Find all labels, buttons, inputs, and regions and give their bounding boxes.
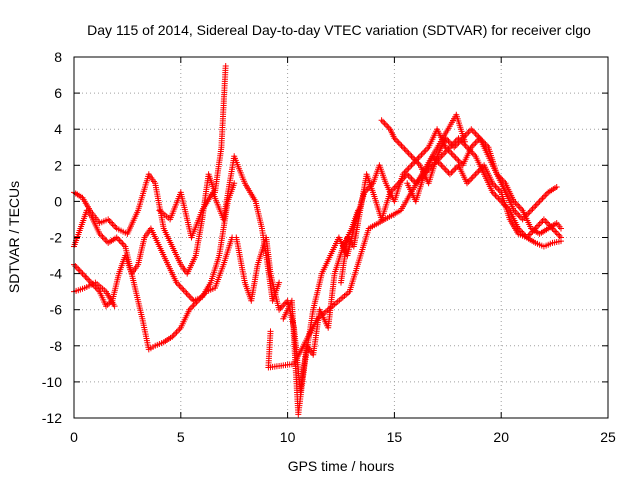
data-point-markers	[265, 111, 468, 371]
x-tick-label: 15	[387, 429, 403, 445]
y-tick-label: 6	[54, 85, 62, 101]
series-track-d	[71, 279, 118, 310]
y-tick-label: 0	[54, 193, 62, 209]
data-layer	[71, 63, 564, 418]
x-tick-label: 0	[70, 429, 78, 445]
data-point-markers	[71, 279, 118, 310]
grid-layer	[74, 57, 608, 418]
data-point-markers	[71, 63, 229, 277]
x-tick-label: 10	[280, 429, 296, 445]
y-tick-label: 8	[54, 49, 62, 65]
x-tick-label: 20	[493, 429, 509, 445]
y-axis-label: SDTVAR / TECUs	[6, 181, 22, 293]
y-tick-label: -10	[42, 374, 62, 390]
y-tick-label: -4	[50, 266, 63, 282]
y-tick-label: -2	[50, 230, 63, 246]
series-track-g	[280, 126, 560, 418]
tick-layer: 0 5 10 15 20 25 -12 -10 -8 -6 -4 -2 0 2 4 6 8	[42, 49, 616, 445]
y-tick-label: 2	[54, 157, 62, 173]
y-tick-label: -6	[50, 302, 63, 318]
y-tick-label: -8	[50, 338, 63, 354]
x-tick-label: 25	[600, 429, 616, 445]
y-tick-label: 4	[54, 121, 62, 137]
x-tick-label: 5	[177, 429, 185, 445]
series-track-e	[156, 153, 283, 304]
series-track-a	[71, 63, 229, 277]
chart-title: Day 115 of 2014, Sidereal Day-to-day VTE…	[87, 22, 591, 38]
data-point-markers	[156, 153, 283, 304]
x-axis-label: GPS time / hours	[288, 458, 395, 474]
data-point-markers	[280, 126, 560, 418]
series-scattered	[265, 111, 468, 371]
y-tick-label: -12	[42, 410, 62, 426]
